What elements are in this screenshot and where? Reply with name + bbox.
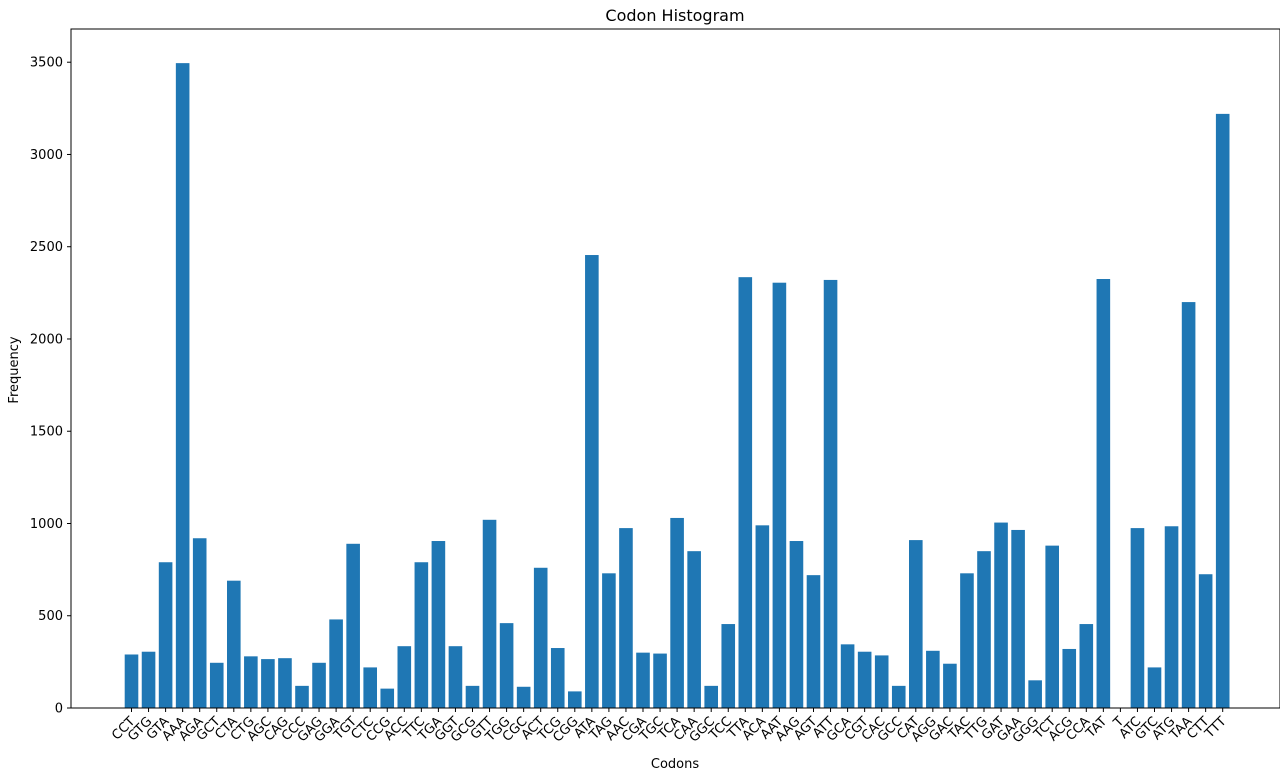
bar-ttt (1215, 113, 1230, 709)
y-tick-label: 0 (55, 702, 63, 717)
bar-gtc (1147, 667, 1162, 708)
bar-acg (1062, 648, 1077, 708)
bar-agt (806, 575, 821, 708)
x-tick-label: TAT (1083, 714, 1110, 741)
bar-ata (585, 255, 599, 708)
bar-tct (1045, 545, 1059, 708)
bar-act (533, 567, 548, 708)
bar-tta (738, 277, 753, 708)
plot-frame (70, 28, 1280, 709)
bar-cct (124, 654, 139, 708)
bar-gtg (141, 651, 156, 708)
bar-cgt (857, 651, 872, 708)
bar-ggg (1028, 680, 1042, 708)
bar-tga (431, 541, 446, 708)
bar-agg (926, 650, 940, 708)
bar-ccg (380, 688, 395, 708)
bar-tgt (346, 543, 360, 708)
bar-gaa (1011, 529, 1025, 708)
bar-cgc (516, 686, 531, 708)
bar-tag (602, 573, 616, 708)
bar-gat (994, 522, 1008, 708)
y-tick-label: 3500 (30, 56, 63, 71)
y-tick-label: 1500 (30, 425, 63, 440)
bar-ctt (1198, 574, 1213, 708)
bar-ctc (363, 667, 377, 708)
bar-ccc (295, 685, 309, 708)
bar-cac (874, 655, 889, 708)
bar-tgc (653, 653, 667, 708)
bar-ggt (448, 646, 463, 708)
y-axis-label: Frequency (7, 336, 22, 403)
y-tick-label: 2000 (30, 332, 63, 347)
bar-ctg (244, 656, 258, 708)
bar-atc (1130, 528, 1145, 708)
bar-gac (943, 663, 957, 708)
bar-atg (1164, 526, 1179, 708)
bar-ttg (977, 551, 991, 708)
bar-cga (636, 652, 650, 708)
bar-tgg (499, 623, 514, 709)
bar-gag (312, 662, 326, 708)
bar-aca (755, 525, 770, 708)
bar-cgg (568, 691, 582, 708)
bar-tcc (721, 624, 736, 708)
bar-tat (1096, 279, 1111, 708)
bar-gcc (891, 685, 906, 708)
bar-ttc (414, 562, 429, 708)
bar-gta (158, 562, 173, 708)
bar-gcg (465, 685, 480, 708)
x-axis-label: Codons (651, 757, 699, 772)
x-axis: CCTGTGGTAAAAAGAGCTCTACTGAGCCAGCCCGAGGGAT… (109, 708, 1230, 746)
bar-aga (192, 538, 207, 708)
bar-gga (329, 619, 343, 708)
y-axis: 0 500 1000 1500 2000 2500 3000 3500 (30, 56, 71, 717)
bar-acc (397, 646, 412, 708)
bar-taa (1181, 302, 1196, 708)
bar-cag (278, 658, 292, 708)
bar-gca (840, 644, 855, 708)
bar-aat (772, 282, 787, 708)
bar-att (823, 279, 838, 708)
bar-cta (227, 580, 241, 708)
y-tick-label: 3000 (30, 148, 63, 163)
bar-ggc (704, 685, 718, 708)
bars-group (124, 63, 1230, 709)
y-tick-label: 2500 (30, 240, 63, 255)
bar-aac (619, 528, 633, 708)
bar-tcg (550, 648, 565, 708)
bar-caa (687, 551, 701, 708)
bar-tac (960, 573, 974, 708)
bar-tca (670, 517, 684, 708)
bar-aaa (175, 63, 190, 708)
y-tick-label: 1000 (30, 517, 63, 532)
bar-agc (261, 659, 275, 708)
bar-cat (909, 540, 923, 708)
bar-gct (209, 662, 224, 708)
bar-gtt (482, 519, 497, 708)
chart-title: Codon Histogram (605, 6, 744, 25)
bar-cca (1079, 624, 1094, 708)
y-tick-label: 500 (38, 609, 63, 624)
bar-aag (789, 541, 804, 708)
